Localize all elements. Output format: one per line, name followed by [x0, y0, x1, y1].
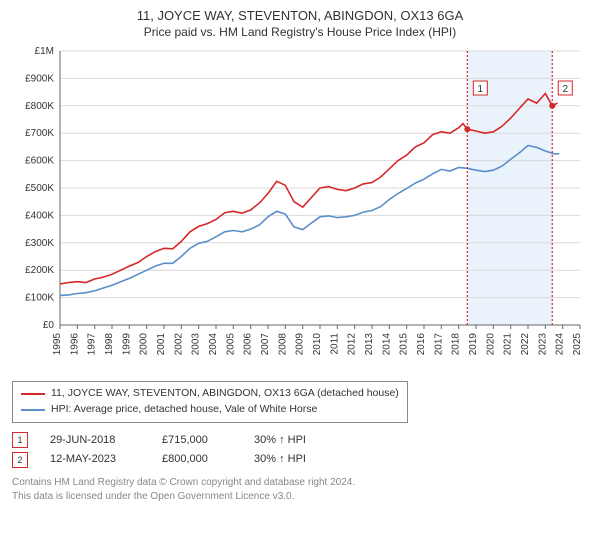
- event-row-date: 29-JUN-2018: [50, 431, 140, 451]
- event-marker-num: 1: [478, 84, 484, 95]
- event-row-hpi: 30% ↑ HPI: [254, 450, 334, 470]
- event-row-hpi: 30% ↑ HPI: [254, 431, 334, 451]
- legend-swatch: [21, 409, 45, 411]
- y-tick-label: £900K: [25, 73, 54, 84]
- y-tick-label: £300K: [25, 238, 54, 249]
- legend-label: HPI: Average price, detached house, Vale…: [51, 402, 317, 418]
- page-title: 11, JOYCE WAY, STEVENTON, ABINGDON, OX13…: [12, 8, 588, 23]
- x-tick-label: 2001: [156, 333, 167, 356]
- y-tick-label: £700K: [25, 128, 54, 139]
- event-row-marker: 2: [12, 452, 28, 468]
- x-tick-label: 2025: [572, 333, 583, 356]
- x-tick-label: 2012: [347, 333, 358, 356]
- event-row-date: 12-MAY-2023: [50, 450, 140, 470]
- page-subtitle: Price paid vs. HM Land Registry's House …: [12, 25, 588, 39]
- x-tick-label: 2022: [520, 333, 531, 356]
- x-tick-label: 2011: [329, 333, 340, 355]
- x-tick-label: 2009: [295, 333, 306, 356]
- legend-swatch: [21, 393, 45, 395]
- x-tick-label: 2017: [433, 333, 444, 356]
- x-tick-label: 1999: [121, 333, 132, 356]
- y-tick-label: £600K: [25, 156, 54, 167]
- x-tick-label: 2004: [208, 333, 219, 356]
- event-row-price: £715,000: [162, 431, 232, 451]
- event-row-price: £800,000: [162, 450, 232, 470]
- x-tick-label: 2024: [555, 333, 566, 356]
- x-tick-label: 2013: [364, 333, 375, 356]
- x-tick-label: 2010: [312, 333, 323, 356]
- chart-svg: £0 £100K £200K £300K £400K £500K £600K £700K £80…: [12, 45, 588, 375]
- x-tick-label: 2023: [537, 333, 548, 356]
- legend-row: HPI: Average price, detached house, Vale…: [21, 402, 399, 418]
- legend-row: 11, JOYCE WAY, STEVENTON, ABINGDON, OX13…: [21, 386, 399, 402]
- footer-line-1: Contains HM Land Registry data © Crown c…: [12, 476, 588, 490]
- x-tick-label: 2003: [191, 333, 202, 356]
- x-tick-label: 2014: [381, 333, 392, 356]
- y-tick-label: £200K: [25, 265, 54, 276]
- y-tick-label: £800K: [25, 101, 54, 112]
- x-tick-label: 2018: [451, 333, 462, 356]
- x-tick-label: 2021: [503, 333, 514, 356]
- legend-label: 11, JOYCE WAY, STEVENTON, ABINGDON, OX13…: [51, 386, 399, 402]
- event-dot: [549, 103, 555, 109]
- event-table: 1 29-JUN-2018 £715,000 30% ↑ HPI 2 12-MAY-202…: [12, 431, 588, 471]
- event-row-marker: 1: [12, 432, 28, 448]
- footer-line-2: This data is licensed under the Open Gov…: [12, 490, 588, 504]
- x-tick-label: 2015: [399, 333, 410, 356]
- event-row: 1 29-JUN-2018 £715,000 30% ↑ HPI: [12, 431, 588, 451]
- chart-area: £0 £100K £200K £300K £400K £500K £600K £700K £80…: [12, 45, 588, 375]
- y-tick-label: £500K: [25, 183, 54, 194]
- x-tick-label: 1996: [69, 333, 80, 356]
- y-tick-label: £100K: [25, 293, 54, 304]
- y-tick-label: £1M: [35, 46, 54, 57]
- y-tick-label: £400K: [25, 210, 54, 221]
- event-dot: [464, 126, 470, 132]
- x-tick-label: 2008: [277, 333, 288, 356]
- x-tick-label: 2005: [225, 333, 236, 356]
- x-tick-label: 2006: [243, 333, 254, 356]
- x-tick-label: 2016: [416, 333, 427, 356]
- event-row: 2 12-MAY-2023 £800,000 30% ↑ HPI: [12, 450, 588, 470]
- chart-container: 11, JOYCE WAY, STEVENTON, ABINGDON, OX13…: [0, 0, 600, 560]
- x-tick-label: 2020: [485, 333, 496, 356]
- x-tick-label: 2000: [139, 333, 150, 356]
- event-marker-num: 2: [562, 84, 568, 95]
- x-tick-label: 1997: [87, 333, 98, 356]
- x-tick-label: 2002: [173, 333, 184, 356]
- x-tick-label: 2019: [468, 333, 479, 356]
- x-tick-label: 2007: [260, 333, 271, 356]
- x-tick-label: 1995: [52, 333, 63, 356]
- legend-box: 11, JOYCE WAY, STEVENTON, ABINGDON, OX13…: [12, 381, 408, 423]
- x-tick-label: 1998: [104, 333, 115, 356]
- footer-attribution: Contains HM Land Registry data © Crown c…: [12, 476, 588, 503]
- y-tick-label: £0: [43, 320, 55, 331]
